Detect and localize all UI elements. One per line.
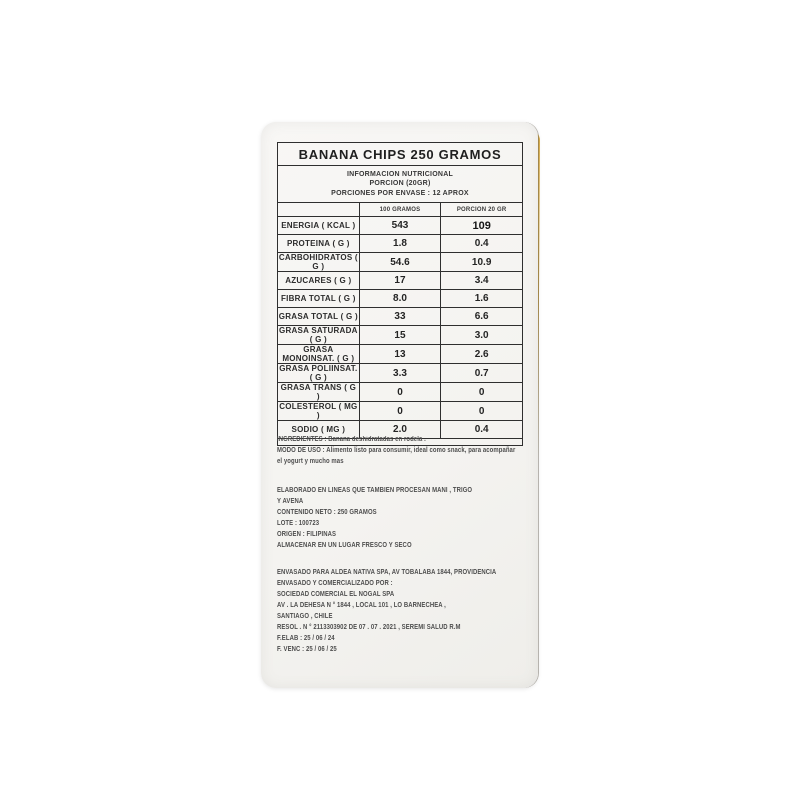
allergen-line-1: ELABORADO EN LINEAS QUE TAMBIEN PROCESAN… — [277, 487, 473, 494]
column-header-portion: PORCION 20 GR — [440, 202, 523, 217]
nutrition-info-heading: INFORMACION NUTRICIONAL — [346, 170, 454, 178]
servings-per-container: PORCIONES POR ENVASE : 12 APROX — [331, 189, 469, 197]
nutrition-row-grasa-monoinsat: GRASA MONOINSAT. ( G ) 13 2.6 — [277, 344, 523, 364]
value-per-portion: 6.6 — [440, 307, 523, 326]
value-per-100g: 0 — [358, 401, 442, 421]
lot-number-line: LOTE : 100723 — [277, 520, 320, 527]
nutrient-label: GRASA TRANS ( G ) — [277, 382, 360, 402]
value-per-portion: 1.6 — [440, 289, 523, 308]
packed-by-line: ENVASADO Y COMERCIALIZADO POR : — [277, 580, 393, 587]
resolution-line: RESOL . N ° 2113303902 DE 07 . 07 . 2021… — [277, 624, 461, 631]
value-per-portion: 2.6 — [440, 344, 523, 364]
production-block: ELABORADO EN LINEAS QUE TAMBIEN PROCESAN… — [277, 485, 532, 551]
nutrient-label: GRASA TOTAL ( G ) — [277, 307, 360, 326]
nutrient-label: PROTEINA ( G ) — [277, 234, 360, 253]
nutrition-row-carbohidratos: CARBOHIDRATOS ( G ) 54.6 10.9 — [277, 252, 523, 272]
allergen-line-2: Y AVENA — [277, 498, 304, 505]
nutrient-label: CARBOHIDRATOS ( G ) — [277, 252, 360, 272]
value-per-100g: 3.3 — [358, 363, 442, 383]
value-per-portion: 3.4 — [440, 271, 523, 290]
value-per-portion: 0 — [440, 401, 523, 421]
ingredients-line: INGREDIENTES : Banana deshidratadas en r… — [277, 436, 426, 443]
column-header-row: 100 GRAMOS PORCION 20 GR — [277, 202, 523, 217]
nutrition-row-colesterol: COLESTEROL ( MG ) 0 0 — [277, 401, 523, 421]
value-per-100g: 33 — [358, 307, 442, 326]
value-per-100g: 8.0 — [358, 289, 442, 308]
serving-size: PORCION (20GR) — [369, 180, 431, 188]
value-per-portion: 10.9 — [440, 252, 523, 272]
nutrient-label: GRASA MONOINSAT. ( G ) — [277, 344, 360, 364]
address-line-1: AV . LA DEHESA N ° 1844 , LOCAL 101 , LO… — [277, 602, 446, 609]
product-title: BANANA CHIPS 250 GRAMOS — [277, 142, 523, 166]
value-per-100g: 13 — [358, 344, 442, 364]
value-per-portion: 109 — [440, 216, 523, 235]
value-per-100g: 0 — [358, 382, 442, 402]
nutrition-row-energia: ENERGIA ( KCAL ) 543 109 — [277, 216, 523, 235]
info-row: INFORMACION NUTRICIONAL PORCION (20GR) P… — [277, 165, 523, 203]
column-header-empty — [277, 202, 360, 217]
nutrition-row-sodio: SODIO ( MG ) 2.0 0.4 — [277, 420, 523, 439]
value-per-portion: 0.4 — [440, 234, 523, 253]
origin-line: ORIGEN : FILIPINAS — [277, 531, 337, 538]
value-per-100g: 543 — [358, 216, 442, 235]
company-line: SOCIEDAD COMERCIAL EL NOGAL SPA — [277, 591, 395, 598]
ingredients-block: INGREDIENTES : Banana deshidratadas en r… — [277, 434, 532, 467]
column-header-100g: 100 GRAMOS — [358, 202, 442, 217]
packed-for-line: ENVASADO PARA ALDEA NATIVA SPA, AV TOBAL… — [277, 569, 497, 576]
nutrition-table: BANANA CHIPS 250 GRAMOS INFORMACION NUTR… — [277, 142, 523, 446]
elaboration-date-line: F.ELAB : 25 / 06 / 24 — [277, 635, 335, 642]
usage-line-2: el yogurt y mucho mas — [277, 458, 344, 465]
nutrition-label-sticker: BANANA CHIPS 250 GRAMOS INFORMACION NUTR… — [261, 122, 538, 688]
distribution-block: ENVASADO PARA ALDEA NATIVA SPA, AV TOBAL… — [277, 567, 532, 655]
nutrient-label: COLESTEROL ( MG ) — [277, 401, 360, 421]
value-per-100g: 17 — [358, 271, 442, 290]
expiry-date-line: F. VENC : 25 / 06 / 25 — [277, 646, 337, 653]
usage-line-1: MODO DE USO : Alimento listo para consum… — [277, 447, 516, 454]
nutrition-row-proteina: PROTEINA ( G ) 1.8 0.4 — [277, 234, 523, 253]
nutrient-label: GRASA SATURADA ( G ) — [277, 325, 360, 345]
nutrient-label: FIBRA TOTAL ( G ) — [277, 289, 360, 308]
value-per-portion: 0 — [440, 382, 523, 402]
nutrition-row-grasa-total: GRASA TOTAL ( G ) 33 6.6 — [277, 307, 523, 326]
nutrient-label: ENERGIA ( KCAL ) — [277, 216, 360, 235]
nutrition-row-grasa-saturada: GRASA SATURADA ( G ) 15 3.0 — [277, 325, 523, 345]
title-row: BANANA CHIPS 250 GRAMOS — [277, 142, 523, 166]
value-per-portion: 0.7 — [440, 363, 523, 383]
address-line-2: SANTIAGO , CHILE — [277, 613, 333, 620]
value-per-100g: 15 — [358, 325, 442, 345]
nutrition-info: INFORMACION NUTRICIONAL PORCION (20GR) P… — [277, 165, 523, 203]
value-per-100g: 54.6 — [358, 252, 442, 272]
nutrient-label: GRASA POLIINSAT. ( G ) — [277, 363, 360, 383]
nutrient-label: AZUCARES ( G ) — [277, 271, 360, 290]
nutrition-row-grasa-trans: GRASA TRANS ( G ) 0 0 — [277, 382, 523, 402]
net-content-line: CONTENIDO NETO : 250 GRAMOS — [277, 509, 377, 516]
nutrition-row-grasa-poliinsat: GRASA POLIINSAT. ( G ) 3.3 0.7 — [277, 363, 523, 383]
storage-line: ALMACENAR EN UN LUGAR FRESCO Y SECO — [277, 542, 412, 549]
table-footer-band — [277, 438, 523, 446]
nutrition-row-azucares: AZUCARES ( G ) 17 3.4 — [277, 271, 523, 290]
value-per-portion: 3.0 — [440, 325, 523, 345]
value-per-100g: 1.8 — [358, 234, 442, 253]
nutrition-row-fibra: FIBRA TOTAL ( G ) 8.0 1.6 — [277, 289, 523, 308]
